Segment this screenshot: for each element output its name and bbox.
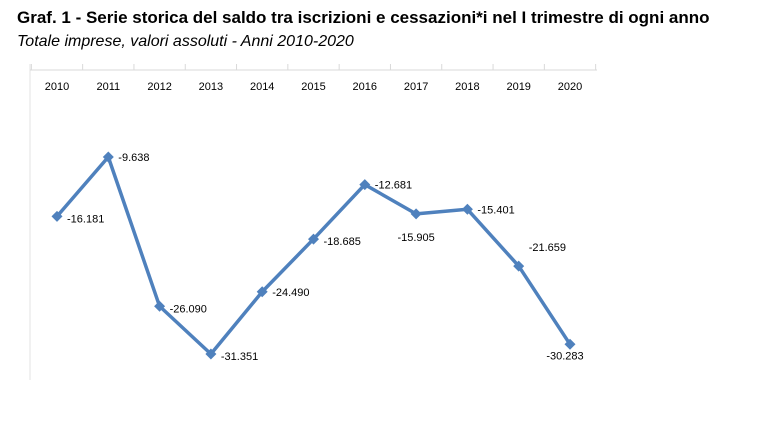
data-label: -15.401 — [477, 204, 514, 216]
data-point-marker — [359, 179, 371, 191]
data-point-marker — [461, 203, 473, 215]
x-tick-marks — [30, 64, 597, 70]
chart-subtitle: Totale imprese, valori assoluti - Anni 2… — [17, 33, 354, 50]
series-line — [55, 155, 572, 356]
x-tick-label: 2014 — [250, 81, 274, 93]
data-label: -18.685 — [324, 236, 361, 248]
data-label: -15.905 — [397, 232, 434, 244]
x-tick-label: 2020 — [558, 81, 582, 93]
data-label: -12.681 — [375, 180, 412, 192]
data-point-marker — [513, 260, 525, 272]
chart-title: Graf. 1 - Serie storica del saldo tra is… — [17, 8, 710, 27]
data-label: -21.659 — [529, 242, 566, 254]
data-label: -24.490 — [272, 287, 309, 299]
x-tick-label: 2010 — [45, 81, 69, 93]
x-tick-label: 2012 — [147, 81, 171, 93]
data-point-marker — [154, 300, 166, 312]
data-point-marker — [102, 151, 114, 163]
data-point-marker — [51, 210, 63, 222]
data-point-marker — [308, 233, 319, 245]
data-point-marker — [256, 286, 268, 298]
x-tick-labels: 2010 2011 2012 2013 2014 2015 2016 2017 2018 2019… — [45, 81, 582, 93]
data-label: -16.181 — [67, 213, 104, 225]
x-tick-label: 2016 — [353, 81, 377, 93]
data-point-marker — [410, 208, 422, 220]
x-tick-label: 2013 — [199, 81, 223, 93]
x-tick-label: 2011 — [96, 81, 120, 93]
x-tick-label: 2019 — [506, 81, 530, 93]
data-label: -31.351 — [221, 351, 258, 363]
data-label: -9.638 — [118, 152, 149, 164]
data-label: -30.283 — [546, 350, 583, 362]
data-point-marker — [205, 348, 217, 360]
x-tick-label: 2017 — [404, 81, 428, 93]
series-markers — [51, 151, 576, 360]
x-tick-label: 2018 — [455, 81, 479, 93]
data-labels: -16.181 -9.638 -26.090 -31.351 -24.490 -18.68… — [67, 152, 584, 363]
x-tick-label: 2015 — [301, 81, 325, 93]
data-label: -26.090 — [170, 303, 207, 315]
data-point-marker — [564, 338, 576, 350]
